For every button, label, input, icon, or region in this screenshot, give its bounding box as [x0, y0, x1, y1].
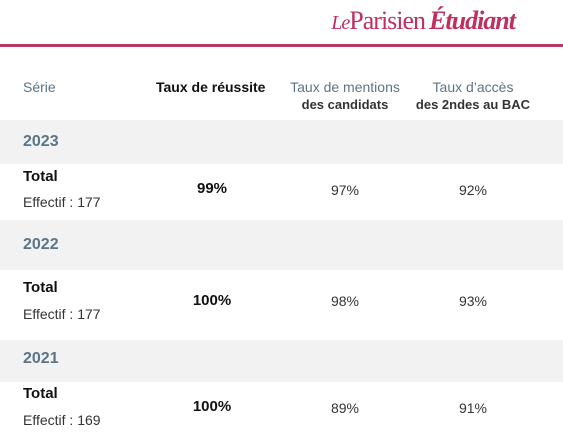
- cell-taux-acces: 92%: [458, 182, 488, 198]
- cell-taux-mentions: 97%: [330, 182, 360, 198]
- row-effectif: Effectif : 169: [23, 412, 101, 428]
- le-parisien-etudiant-logo[interactable]: LeParisien Étudiant: [331, 6, 516, 35]
- cell-taux-reussite: 99%: [196, 180, 228, 197]
- cell-taux-acces: 91%: [458, 400, 488, 416]
- logo-parisien: Parisien: [349, 6, 426, 35]
- row-label: Total: [23, 385, 58, 402]
- logo-etudiant: Étudiant: [429, 6, 516, 35]
- table-row: Total Effectif : 177 99% 97% 92%: [0, 164, 563, 216]
- cell-taux-reussite: 100%: [192, 398, 232, 415]
- header-acces-line1: Taux d’accès: [432, 79, 514, 95]
- logo-le: Le: [331, 12, 350, 34]
- table-row: Total Effectif : 177 100% 98% 93%: [0, 270, 563, 340]
- header: LeParisien Étudiant: [0, 0, 563, 47]
- row-effectif: Effectif : 177: [23, 306, 101, 322]
- row-label: Total: [23, 168, 58, 185]
- header-acces-line2: des 2ndes au BAC: [415, 97, 531, 112]
- table-row: Total Effectif : 169 100% 89% 91%: [0, 382, 563, 440]
- cell-taux-mentions: 89%: [330, 400, 360, 416]
- cell-taux-mentions: 98%: [330, 293, 360, 309]
- cell-taux-reussite: 100%: [192, 292, 232, 309]
- header-taux-acces: Taux d’accès des 2ndes au BAC: [412, 79, 534, 113]
- year-label: 2022: [23, 236, 59, 253]
- header-mentions-line2: des candidats: [301, 97, 389, 112]
- header-taux-reussite: Taux de réussite: [156, 79, 266, 95]
- header-taux-mentions: Taux de mentions des candidats: [282, 79, 408, 113]
- column-headers: Série Taux de réussite Taux de mentions …: [0, 79, 563, 119]
- header-mentions-line1: Taux de mentions: [290, 79, 400, 95]
- row-effectif: Effectif : 177: [23, 194, 101, 210]
- row-label: Total: [23, 279, 58, 296]
- cell-taux-acces: 93%: [458, 293, 488, 309]
- year-label: 2023: [23, 133, 59, 150]
- header-serie: Série: [23, 79, 56, 95]
- header-rule: [0, 44, 563, 47]
- year-band-2023: 2023: [0, 120, 563, 164]
- year-band-2021: 2021: [0, 340, 563, 382]
- year-label: 2021: [23, 350, 59, 367]
- year-band-2022: 2022: [0, 220, 563, 270]
